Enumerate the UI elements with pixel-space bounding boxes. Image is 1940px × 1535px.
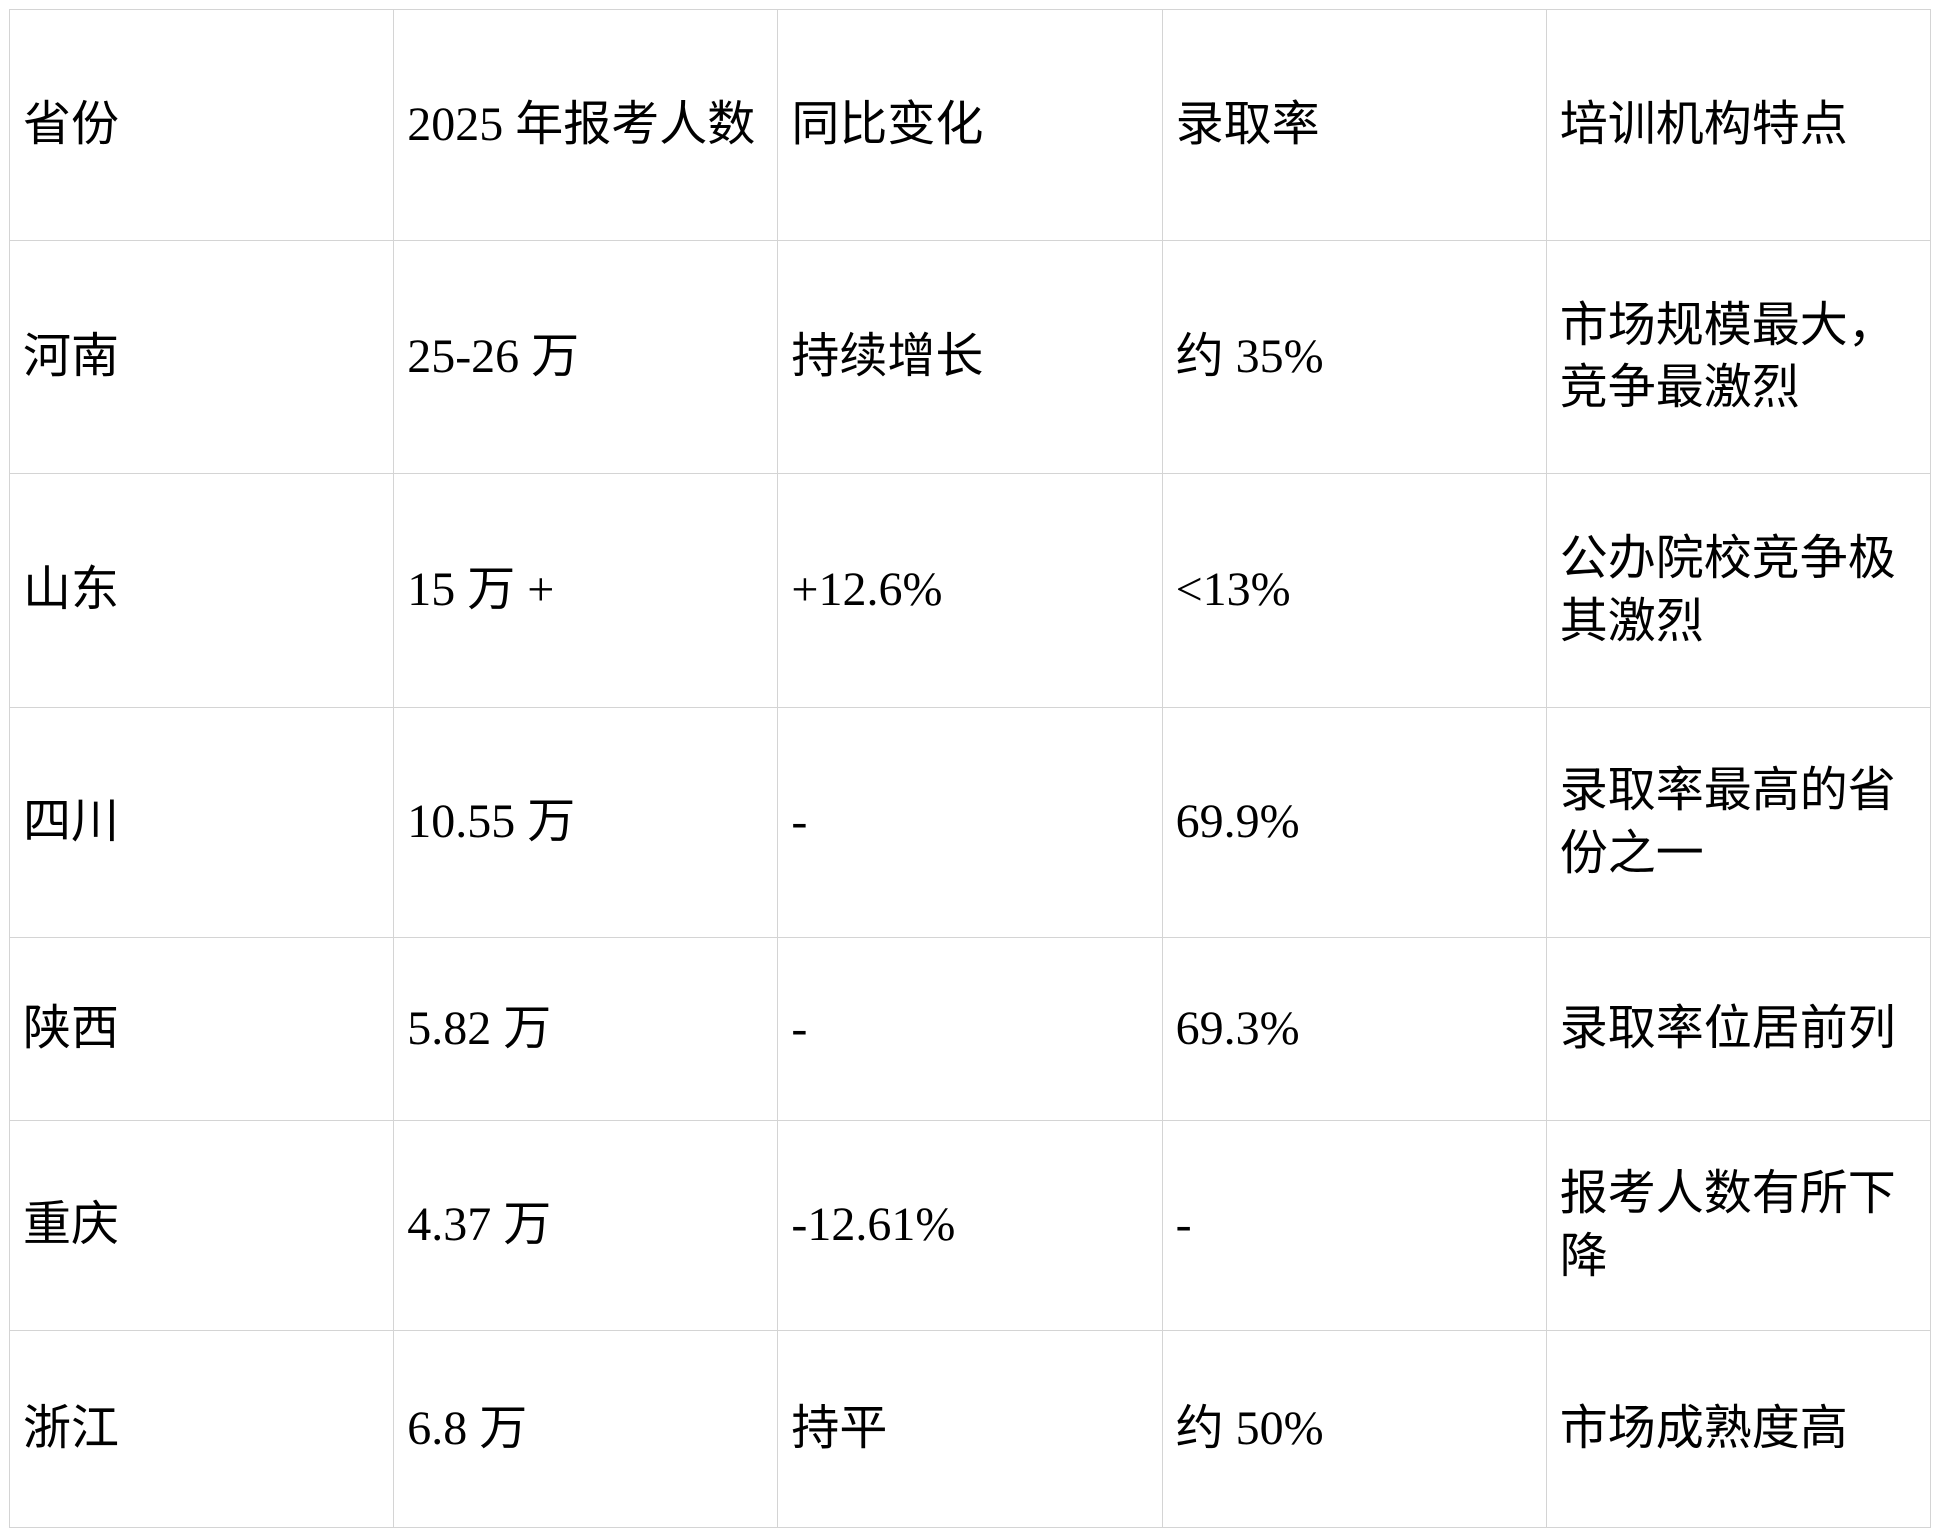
cell-applicants: 4.37 万 bbox=[393, 1120, 779, 1331]
province-exam-table: 省份 2025 年报考人数 同比变化 录取率 培训机构特点 河南 25-26 万… bbox=[8, 9, 1932, 1528]
cell-features: 市场成熟度高 bbox=[1545, 1330, 1932, 1528]
cell-yoy: - bbox=[777, 937, 1163, 1121]
table-header-row: 省份 2025 年报考人数 同比变化 录取率 培训机构特点 bbox=[8, 9, 1932, 241]
table-row: 重庆 4.37 万 -12.61% - 报考人数有所下降 bbox=[8, 1120, 1932, 1331]
table-row: 四川 10.55 万 - 69.9% 录取率最高的省份之一 bbox=[8, 707, 1932, 938]
cell-rate: <13% bbox=[1161, 473, 1547, 708]
cell-features: 录取率最高的省份之一 bbox=[1545, 707, 1932, 938]
table-row: 陕西 5.82 万 - 69.3% 录取率位居前列 bbox=[8, 937, 1932, 1121]
table-row: 山东 15 万 + +12.6% <13% 公办院校竞争极其激烈 bbox=[8, 473, 1932, 708]
cell-rate: 约 35% bbox=[1161, 240, 1547, 474]
header-yoy-change: 同比变化 bbox=[777, 9, 1163, 241]
cell-yoy: 持续增长 bbox=[777, 240, 1163, 474]
header-province: 省份 bbox=[8, 9, 395, 241]
cell-yoy: -12.61% bbox=[777, 1120, 1163, 1331]
cell-applicants: 15 万 + bbox=[393, 473, 779, 708]
cell-yoy: +12.6% bbox=[777, 473, 1163, 708]
cell-province: 四川 bbox=[8, 707, 395, 938]
cell-features: 录取率位居前列 bbox=[1545, 937, 1932, 1121]
cell-yoy: 持平 bbox=[777, 1330, 1163, 1528]
cell-applicants: 10.55 万 bbox=[393, 707, 779, 938]
cell-features: 报考人数有所下降 bbox=[1545, 1120, 1932, 1331]
header-training-features: 培训机构特点 bbox=[1545, 9, 1932, 241]
cell-yoy: - bbox=[777, 707, 1163, 938]
cell-province: 浙江 bbox=[8, 1330, 395, 1528]
cell-applicants: 6.8 万 bbox=[393, 1330, 779, 1528]
cell-features: 公办院校竞争极其激烈 bbox=[1545, 473, 1932, 708]
header-applicants-2025: 2025 年报考人数 bbox=[393, 9, 779, 241]
cell-rate: 69.3% bbox=[1161, 937, 1547, 1121]
cell-features: 市场规模最大，竞争最激烈 bbox=[1545, 240, 1932, 474]
cell-province: 河南 bbox=[8, 240, 395, 474]
table-row: 浙江 6.8 万 持平 约 50% 市场成熟度高 bbox=[8, 1330, 1932, 1528]
cell-applicants: 5.82 万 bbox=[393, 937, 779, 1121]
cell-applicants: 25-26 万 bbox=[393, 240, 779, 474]
cell-rate: - bbox=[1161, 1120, 1547, 1331]
cell-province: 重庆 bbox=[8, 1120, 395, 1331]
header-admission-rate: 录取率 bbox=[1161, 9, 1547, 241]
cell-province: 山东 bbox=[8, 473, 395, 708]
cell-rate: 69.9% bbox=[1161, 707, 1547, 938]
table-row: 河南 25-26 万 持续增长 约 35% 市场规模最大，竞争最激烈 bbox=[8, 240, 1932, 474]
cell-rate: 约 50% bbox=[1161, 1330, 1547, 1528]
cell-province: 陕西 bbox=[8, 937, 395, 1121]
